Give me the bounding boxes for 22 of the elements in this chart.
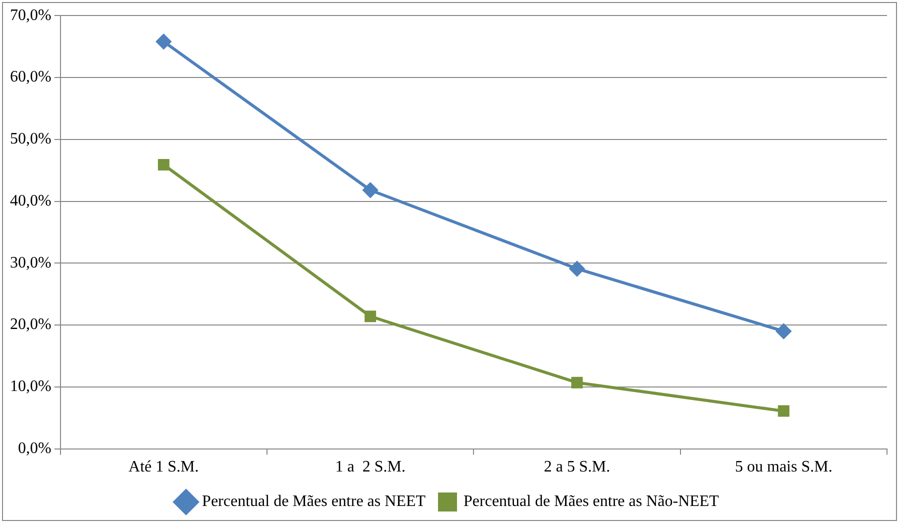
legend-label: Percentual de Mães entre as Não-NEET xyxy=(464,493,720,510)
y-tick-label: 50,0% xyxy=(10,130,52,148)
point xyxy=(571,376,583,388)
x-tick-label: 5 ou mais S.M. xyxy=(734,458,832,476)
y-tick-label: 60,0% xyxy=(10,68,52,86)
point xyxy=(570,261,584,276)
point xyxy=(364,310,376,322)
x-tick-label: Até 1 S.M. xyxy=(128,458,199,476)
y-tick-label: 0,0% xyxy=(18,440,52,458)
y-tick-label: 30,0% xyxy=(10,254,52,272)
y-tick-label: 40,0% xyxy=(10,192,52,210)
point xyxy=(776,324,792,339)
y-tick-label: 20,0% xyxy=(10,316,52,334)
point xyxy=(156,34,172,50)
point xyxy=(362,182,378,198)
y-tick-label: 70,0% xyxy=(10,6,52,24)
x-tick-label: 1 a 2 S.M. xyxy=(335,458,406,476)
y-tick-label: 10,0% xyxy=(10,378,52,396)
legend-label: Percentual de Mães entre as NEET xyxy=(202,493,426,510)
point xyxy=(158,159,170,170)
point xyxy=(778,405,790,417)
x-tick-label: 2 a 5 S.M. xyxy=(544,458,610,476)
